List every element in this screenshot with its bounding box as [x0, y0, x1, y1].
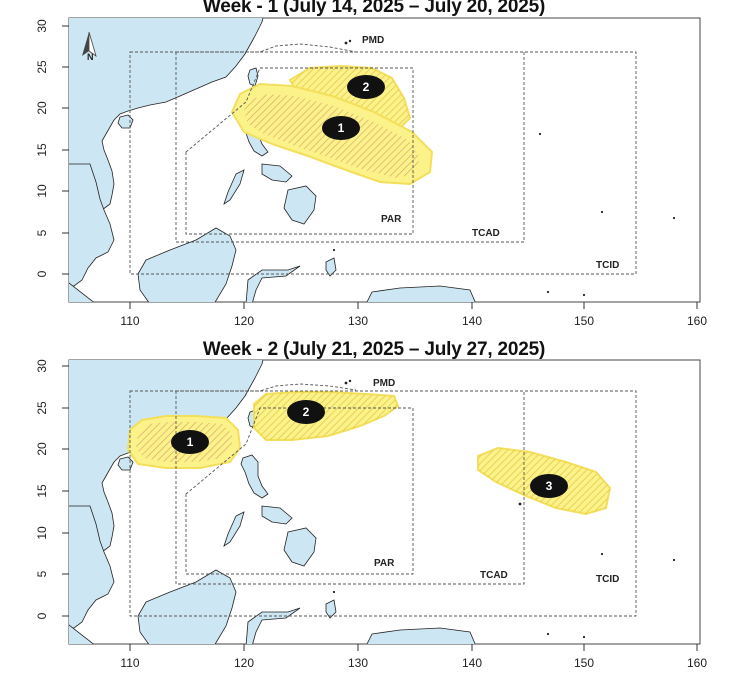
marker-label: 2 — [363, 80, 370, 94]
map-week-1: 2 1 PMD PAR TCAD TCID N 0 5 10 15 20 25 … — [35, 17, 707, 328]
x-tick-label: 160 — [687, 656, 707, 670]
marker-area-2 — [287, 400, 325, 424]
region-label-par: PAR — [381, 214, 402, 225]
land-palawan — [223, 169, 245, 205]
markers: 2 1 — [322, 75, 385, 140]
x-tick-label: 140 — [462, 656, 482, 670]
x-tick-label: 140 — [462, 314, 482, 328]
boundaries — [129, 383, 637, 617]
y-tick-label: 15 — [35, 143, 49, 157]
land-sumatra — [69, 624, 95, 644]
y-tick-label: 30 — [35, 19, 49, 33]
land-palawan — [223, 511, 245, 547]
land-halmahera — [325, 257, 337, 277]
markers: 1 2 3 — [171, 400, 568, 498]
y-tick-label: 20 — [35, 442, 49, 456]
x-tick-label: 110 — [120, 314, 139, 328]
region-label-tcid: TCID — [596, 260, 619, 271]
map-title-week-2: Week - 2 (July 21, 2025 – July 27, 2025) — [202, 339, 546, 360]
y-tick-label: 20 — [35, 101, 49, 115]
marker-label: 1 — [187, 435, 194, 449]
land-sulawesi — [245, 265, 301, 302]
land-new-guinea — [366, 285, 476, 302]
y-tick-label: 25 — [35, 401, 49, 415]
boundaries — [129, 43, 637, 275]
land-masses — [69, 18, 476, 302]
y-tick-label: 5 — [35, 570, 49, 577]
small-islands — [332, 39, 676, 297]
north-arrow-label: N — [87, 52, 94, 62]
land-borneo — [137, 569, 237, 644]
land-sumatra — [69, 282, 95, 302]
land-borneo — [137, 227, 237, 302]
marker-area-1 — [171, 430, 209, 454]
land-sulawesi — [245, 607, 301, 644]
region-label-tcid: TCID — [596, 574, 619, 585]
land-new-guinea — [366, 627, 476, 644]
region-label-pmd: PMD — [373, 378, 395, 389]
x-tick-label: 130 — [348, 314, 368, 328]
land-visayas — [261, 505, 293, 525]
region-label-tcad: TCAD — [472, 228, 500, 239]
marker-label: 3 — [546, 479, 553, 493]
land-mindanao — [283, 527, 317, 567]
y-tick-label: 10 — [35, 184, 49, 198]
land-halmahera — [325, 599, 337, 619]
y-tick-label: 30 — [35, 359, 49, 373]
map-title-week-1: Week - 1 (July 14, 2025 – July 20, 2025) — [202, 0, 546, 17]
x-tick-label: 160 — [687, 314, 707, 328]
marker-area-2 — [347, 75, 385, 99]
y-axis — [62, 25, 69, 275]
land-indochina — [69, 505, 115, 629]
y-tick-label: 10 — [35, 526, 49, 540]
land-luzon — [240, 454, 269, 499]
tcid-boundary — [129, 51, 637, 275]
land-masses — [69, 360, 476, 644]
marker-area-3 — [530, 474, 568, 498]
pmd-boundary — [176, 383, 357, 392]
y-axis — [62, 365, 69, 617]
tcad-boundary — [175, 391, 525, 585]
tcad-boundary — [175, 52, 525, 243]
par-boundary — [185, 407, 414, 575]
marker-label: 1 — [338, 121, 345, 135]
x-tick-label: 120 — [234, 656, 254, 670]
y-tick-label: 15 — [35, 484, 49, 498]
x-tick-label: 150 — [574, 656, 594, 670]
par-boundary — [185, 67, 414, 235]
y-tick-label: 25 — [35, 60, 49, 74]
tcid-boundary — [129, 390, 637, 617]
x-axis — [129, 644, 698, 651]
x-axis — [129, 302, 698, 309]
y-tick-label: 5 — [35, 229, 49, 236]
y-tick-label: 0 — [35, 612, 49, 619]
region-label-par: PAR — [374, 558, 395, 569]
map-week-2: 1 2 3 PMD PAR TCAD TCID 0 5 10 15 20 25 … — [35, 359, 707, 670]
land-indochina — [69, 163, 115, 287]
land-visayas — [261, 163, 293, 183]
small-islands — [332, 379, 676, 639]
y-tick-label: 0 — [35, 270, 49, 277]
north-arrow-icon: N — [82, 31, 97, 62]
region-label-tcad: TCAD — [480, 570, 508, 581]
x-tick-label: 120 — [234, 314, 254, 328]
outlook-areas — [126, 391, 612, 516]
pmd-boundary — [176, 43, 357, 53]
x-tick-label: 110 — [120, 656, 139, 670]
marker-label: 2 — [303, 405, 310, 419]
x-tick-label: 130 — [348, 656, 368, 670]
region-label-pmd: PMD — [362, 35, 384, 46]
x-tick-label: 150 — [574, 314, 594, 328]
outlook-area-2-hatch — [254, 392, 398, 440]
land-mindanao — [283, 185, 317, 225]
marker-area-1 — [322, 116, 360, 140]
